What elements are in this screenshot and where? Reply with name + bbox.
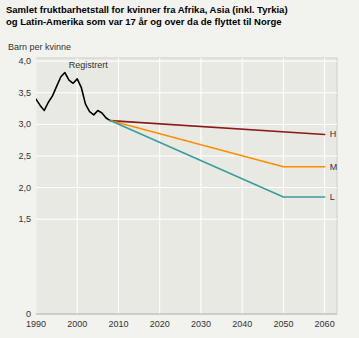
series-line xyxy=(110,121,324,135)
y-grid-line xyxy=(36,187,337,188)
y-grid-line xyxy=(36,124,337,125)
series-line xyxy=(110,121,324,167)
x-tick-label: 2010 xyxy=(108,319,128,329)
x-tick-label: 2030 xyxy=(191,319,211,329)
series-group xyxy=(36,73,325,198)
series-end-label: M xyxy=(330,162,338,172)
y-tick-label: 2,0 xyxy=(18,183,31,193)
x-grid-line xyxy=(118,58,119,314)
y-axis-label: Barn per kvinne xyxy=(8,42,71,52)
x-tick-label: 1990 xyxy=(26,319,46,329)
y-tick-label: 3,0 xyxy=(18,119,31,129)
x-grid-line xyxy=(324,58,325,314)
series-end-label: L xyxy=(330,192,335,202)
y-grid-line xyxy=(36,219,337,220)
x-grid-line xyxy=(77,58,78,314)
y-tick-label: 1,5 xyxy=(18,214,31,224)
y-tick-label: 0 xyxy=(26,309,31,319)
y-tick-label: 2,5 xyxy=(18,151,31,161)
y-grid-line xyxy=(36,314,337,315)
x-tick-label: 2060 xyxy=(315,319,335,329)
series-annotation: Registrert xyxy=(69,60,109,70)
series-line xyxy=(110,121,324,197)
y-tick-label: 3,5 xyxy=(18,88,31,98)
y-grid-line xyxy=(36,92,337,93)
title: Samlet fruktbarhetstall for kvinner fra … xyxy=(6,4,288,15)
grid xyxy=(36,58,337,314)
background xyxy=(0,0,359,338)
x-tick-label: 2020 xyxy=(150,319,170,329)
x-grid-line xyxy=(283,58,284,314)
plot-frame xyxy=(36,58,337,314)
x-grid-line xyxy=(242,58,243,314)
y-tick-label: 4,0 xyxy=(18,56,31,66)
series-end-label: H xyxy=(330,129,337,139)
x-grid-line xyxy=(159,58,160,314)
y-grid-line xyxy=(36,155,337,156)
x-axis-line xyxy=(36,314,337,315)
title: og Latin-Amerika som var 17 år og over d… xyxy=(6,16,282,27)
chart: Samlet fruktbarhetstall for kvinner fra … xyxy=(0,0,359,338)
series-line xyxy=(36,73,110,121)
x-grid-line xyxy=(200,58,201,314)
x-grid-line xyxy=(36,58,37,314)
x-tick-label: 2040 xyxy=(232,319,252,329)
x-tick-label: 2000 xyxy=(67,319,87,329)
labels: Registrert H M L xyxy=(69,60,337,203)
x-tick-label: 2050 xyxy=(273,319,293,329)
